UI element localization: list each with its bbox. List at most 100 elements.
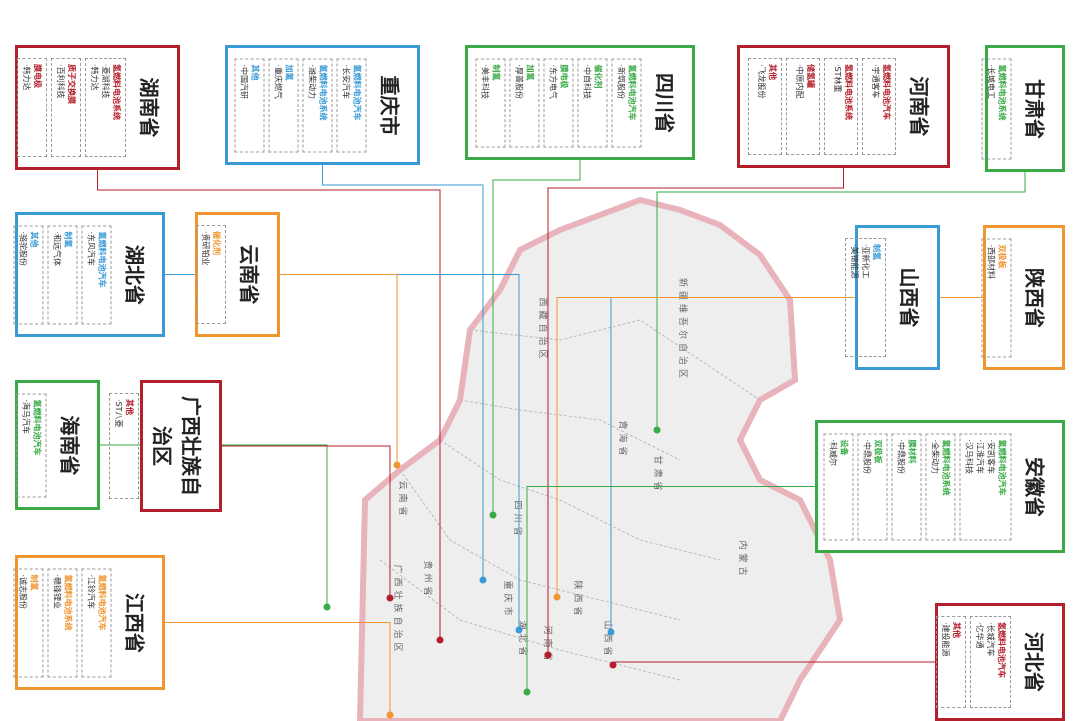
company: ·汉马科技 <box>964 439 973 474</box>
province-name: 湖北省 <box>122 244 146 305</box>
map-label: 新疆维吾尔自治区 <box>677 278 689 382</box>
company: ·ST八菱 <box>114 399 123 428</box>
category-group: 其他 ·骆驼股份 <box>13 225 43 324</box>
location-dot <box>544 651 552 659</box>
province-box: 江西省 氢燃料电池汽车 ·江铃汽车 氢燃料电池系统 ·赣锋锂业 制氢 ·诚志股份 <box>13 555 165 690</box>
province-box: 陕西省 双极板 ·西部材料 <box>981 225 1065 370</box>
province-box: 山西省 制氢 ·亚新化工 ·美锦能源 <box>845 225 940 370</box>
company: ·中原内配 <box>795 64 804 99</box>
category: 氢燃料电池系统 <box>63 574 72 630</box>
category-group: 催化剂 ·贵研铂业 <box>196 225 226 324</box>
company: ·东风汽车 <box>86 231 95 266</box>
province-box: 甘肃省 氢燃料电池系统 ·长城电工 <box>981 45 1065 172</box>
category-group: 加氢 ·重庆燃气 <box>268 58 298 152</box>
map-label: 西藏自治区 <box>537 297 549 362</box>
province-content: 重庆市 氢燃料电池汽车 ·长安汽车 氢燃料电池系统 ·潍柴动力 加氢 ·重庆燃气 其他 ·中国汽… <box>228 48 417 162</box>
province-box: 湖北省 氢燃料电池汽车 ·东风汽车 制氢 ·和远气体 其他 ·骆驼股份 <box>13 212 165 337</box>
company: ·长城电工 <box>986 64 995 99</box>
company: ·中自科技 <box>582 64 591 99</box>
location-dot <box>323 603 331 611</box>
category: 氢燃料电池汽车 <box>997 439 1006 495</box>
company: ·亿华通 <box>975 622 984 649</box>
company: ·全柴动力 <box>930 439 939 474</box>
category-group: 储氢罐 ·中原内配 <box>786 58 820 155</box>
map-label: 重庆市 <box>502 580 514 619</box>
province-content: 江西省 氢燃料电池汽车 ·江铃汽车 氢燃料电池系统 ·赣锋锂业 制氢 ·诚志股份 <box>13 558 162 687</box>
category: 氢燃料电池系统 <box>844 64 853 120</box>
connector <box>280 274 398 465</box>
province-box: 广西壮族自治区 其他 ·ST八菱 <box>109 380 222 512</box>
province-content: 海南省 氢燃料电池汽车 ·海马汽车 <box>16 383 97 507</box>
location-dot <box>479 576 487 584</box>
category: 催化剂 <box>212 231 221 255</box>
category: 制氢 <box>872 244 881 260</box>
province-box: 河北省 氢燃料电池汽车 ·长城汽车 ·亿华通 其他 ·建投能源 <box>935 603 1065 721</box>
province-name: 安徽省 <box>1022 456 1046 517</box>
location-dot <box>393 461 401 469</box>
category: 其他 <box>125 399 134 415</box>
map-label: 广西壮族自治区 <box>392 564 404 655</box>
province-content: 河南省 氢燃料电池汽车 ·宇通客车 氢燃料电池系统 ·ST林重 储氢罐 ·中原内配 其他 ·飞龙… <box>740 48 947 165</box>
category: 膜材料 <box>907 439 916 463</box>
map-label: 云南省 <box>397 480 409 519</box>
company: ·菱湖科技 <box>101 64 110 99</box>
company: ·东方电气 <box>548 64 557 99</box>
company: ·亚新化工 <box>861 244 870 279</box>
company: ·潍柴动力 <box>307 64 316 99</box>
category-group: 设备 ·科威尔 <box>823 433 853 540</box>
company: ·江淮汽车 <box>975 439 984 474</box>
category-group: 制氢 ·诚志股份 <box>13 568 43 677</box>
category-group: 氢燃料电池汽车 ·宇通客车 <box>862 58 896 155</box>
category-group: 双极板 ·中鼎股份 <box>857 433 887 540</box>
location-dot <box>515 626 523 634</box>
category-group: 加氢 ·厚普股份 <box>509 58 539 147</box>
connector <box>322 165 484 580</box>
connector <box>222 445 391 598</box>
company: ·赣锋锂业 <box>52 574 61 609</box>
connector <box>547 168 844 655</box>
category-group: 氢燃料电池系统 ·全柴动力 <box>925 433 955 540</box>
company: ·韩力达 <box>22 64 31 91</box>
map-label: 陕西省 <box>572 580 584 619</box>
category: 制氢 <box>29 574 38 590</box>
category-group: 氢燃料电池汽车 ·新筑股份 <box>611 58 641 147</box>
category: 制氢 <box>63 231 72 247</box>
province-name: 江西省 <box>122 592 146 653</box>
connector <box>492 160 581 515</box>
province-content: 四川省 氢燃料电池汽车 ·新筑股份 催化剂 ·中自科技 膜电极 ·东方电气 加氢 ·厚普股份 制氢… <box>468 48 692 157</box>
company: ·厚普股份 <box>514 64 523 99</box>
company: ·中国汽研 <box>239 64 248 99</box>
location-dot <box>489 511 497 519</box>
province-content: 安徽省 氢燃料电池汽车 ·安凯客车 ·江淮汽车 ·汉马科技 氢燃料电池系统 ·全柴动力 膜材料… <box>818 423 1062 550</box>
category: 加氢 <box>284 64 293 80</box>
province-content: 河北省 氢燃料电池汽车 ·长城汽车 ·亿华通 其他 ·建投能源 <box>936 606 1062 718</box>
category-group: 其他 ·建投能源 <box>936 616 966 708</box>
province-box: 海南省 氢燃料电池汽车 ·海马汽车 <box>15 380 100 510</box>
location-dot <box>386 594 394 602</box>
china-outline <box>356 196 844 721</box>
province-name: 山西省 <box>897 267 921 328</box>
company: ·中鼎股份 <box>896 439 905 474</box>
category: 膜电极 <box>33 64 42 88</box>
connector <box>97 170 441 640</box>
category: 氢燃料电池汽车 <box>882 64 891 120</box>
category: 氢燃料电池系统 <box>112 64 121 120</box>
company: ·长安汽车 <box>341 64 350 99</box>
company: ·新筑股份 <box>616 64 625 99</box>
company: ·飞龙股份 <box>757 64 766 99</box>
company: ·建投能源 <box>941 622 950 657</box>
category-group: 制氢 ·美丰科技 <box>475 58 505 147</box>
province-name: 河北省 <box>1022 632 1046 692</box>
category: 质子交换膜 <box>67 64 76 104</box>
company: ·海马汽车 <box>21 399 30 434</box>
province-name: 云南省 <box>237 244 261 305</box>
category: 氢燃料电池汽车 <box>32 399 41 455</box>
map-label: 山西省 <box>602 620 614 659</box>
company: ·科威尔 <box>828 439 837 466</box>
province-content: 广西壮族自治区 其他 ·ST八菱 <box>109 383 219 509</box>
province-name: 甘肃省 <box>1022 78 1046 139</box>
province-name: 四川省 <box>652 72 676 133</box>
province-content: 湖北省 氢燃料电池汽车 ·东风汽车 制氢 ·和远气体 其他 ·骆驼股份 <box>13 215 162 334</box>
